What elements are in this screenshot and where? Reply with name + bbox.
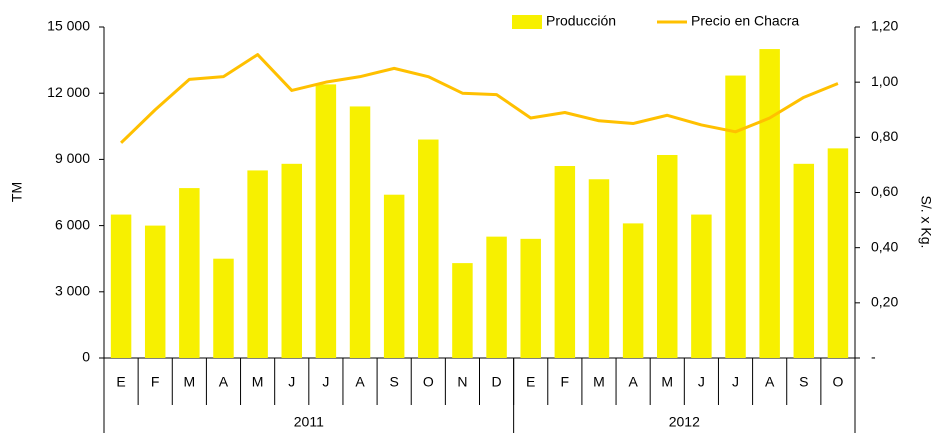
x-tick-label: J — [732, 374, 739, 390]
x-tick-label: A — [628, 374, 638, 390]
x-tick-label: M — [593, 374, 605, 390]
x-tick-label: O — [423, 374, 434, 390]
x-group-label: 2011 — [294, 414, 324, 430]
bar — [418, 139, 439, 358]
y2-tick-label: 1,20 — [871, 18, 898, 34]
bar — [588, 179, 610, 358]
x-tick-label: D — [492, 374, 502, 390]
y2-tick-label: - — [871, 349, 876, 365]
x-tick-label: A — [765, 374, 775, 390]
legend-label: Precio en Chacra — [691, 13, 799, 29]
y2-tick-label: 0,20 — [871, 294, 898, 310]
y-tick-label: 0 — [82, 349, 90, 365]
x-tick-label: N — [457, 374, 467, 390]
x-tick-label: S — [799, 374, 808, 390]
x-tick-label: F — [561, 374, 570, 390]
y-tick-label: 3 000 — [55, 283, 90, 299]
y2-tick-label: 0,40 — [871, 238, 898, 254]
x-tick-label: J — [288, 374, 295, 390]
x-tick-label: S — [389, 374, 398, 390]
y2-tick-label: 0,80 — [871, 128, 898, 144]
bar — [622, 223, 644, 358]
bar — [486, 236, 507, 358]
bar — [657, 154, 678, 358]
bar — [691, 214, 712, 358]
bar — [554, 166, 576, 358]
bar — [110, 214, 132, 358]
bar — [725, 75, 746, 359]
y2-tick-label: 0,60 — [871, 183, 898, 199]
y-tick-label: 15 000 — [47, 18, 90, 34]
bar — [144, 225, 166, 358]
x-tick-label: M — [661, 374, 673, 390]
bar — [759, 49, 780, 359]
x-tick-label: A — [355, 374, 365, 390]
x-group-label: 2012 — [669, 414, 700, 430]
x-tick-label: A — [219, 374, 229, 390]
x-tick-label: J — [322, 374, 329, 390]
y-axis-label: TM — [9, 182, 25, 202]
bar — [520, 238, 541, 358]
price-line — [120, 53, 839, 144]
bar — [281, 163, 302, 358]
x-tick-label: O — [832, 374, 843, 390]
x-tick-label: M — [252, 374, 264, 390]
bar — [213, 258, 234, 358]
x-tick-label: M — [184, 374, 196, 390]
x-tick-label: F — [151, 374, 160, 390]
bar — [247, 170, 268, 358]
y-tick-label: 12 000 — [47, 84, 90, 100]
bar — [349, 106, 371, 358]
x-tick-label: E — [116, 374, 125, 390]
y2-axis-label: S/. x Kg. — [918, 196, 934, 249]
y-tick-label: 6 000 — [55, 216, 90, 232]
x-tick-label: E — [526, 374, 535, 390]
y-tick-label: 9 000 — [55, 150, 90, 166]
bar — [179, 188, 200, 358]
bar — [827, 148, 849, 358]
bar — [315, 84, 337, 358]
x-tick-label: J — [698, 374, 705, 390]
legend-swatch — [512, 15, 542, 29]
bar — [383, 194, 405, 358]
legend-label: Producción — [546, 13, 616, 29]
bar — [452, 263, 473, 358]
y2-tick-label: 1,00 — [871, 73, 898, 89]
bar — [793, 163, 815, 358]
